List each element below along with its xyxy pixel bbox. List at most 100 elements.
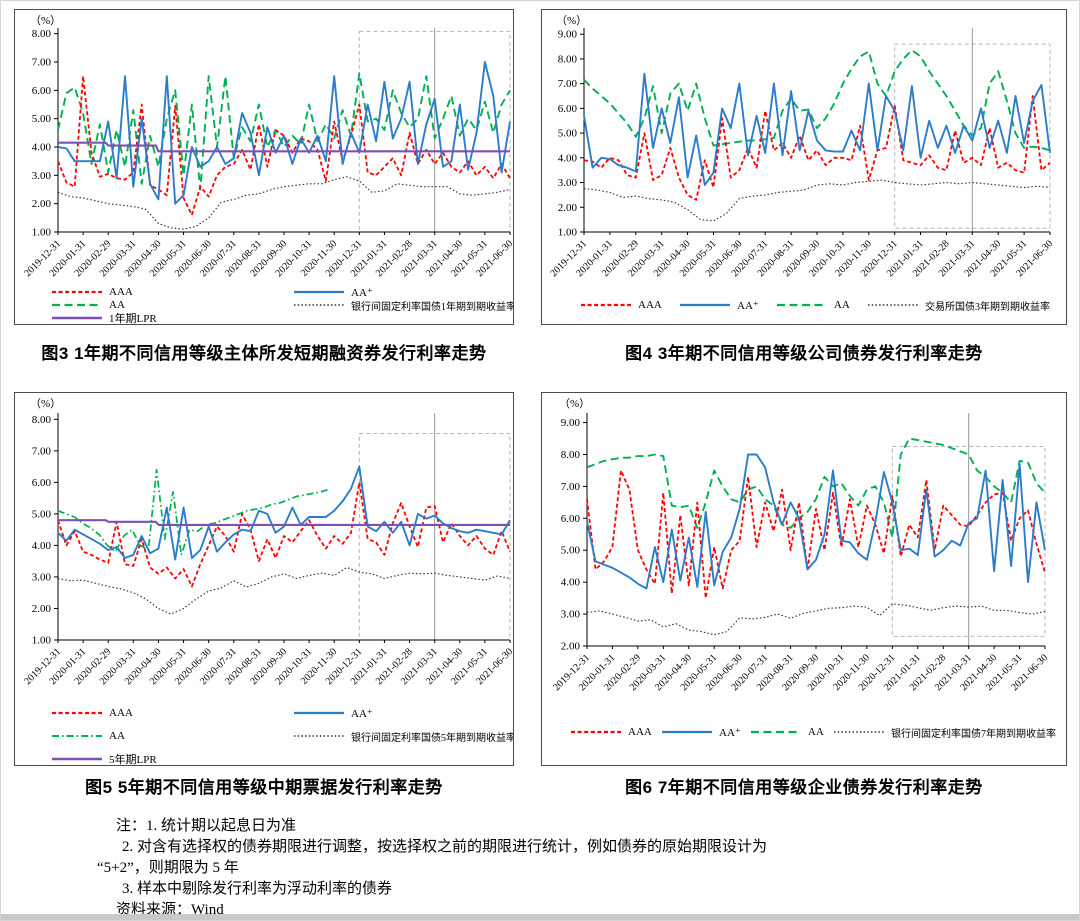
legend-label: 5年期LPR	[109, 754, 157, 766]
fig5-series-5年期LPR	[58, 519, 510, 526]
legend-line-icon	[294, 290, 344, 294]
figure4-panel: （%） 1.00 2.00 3.00 4.00 5.00 6.00 7.00 8.00 9.00 2…	[541, 9, 1067, 325]
fig4-series-AA⁺	[583, 72, 1051, 186]
note-line-3: “5+2”，则期限为 5 年	[97, 860, 239, 876]
y-tick-label: 9.00	[558, 29, 578, 41]
note-line-1: 注：1. 统计期以起息日为准	[116, 818, 297, 834]
fig6-legend-银行间固定利率国债7年期到期收益率: 银行间固定利率国债7年期到期收益率	[833, 726, 1056, 740]
y-axis-unit-label: （%）	[556, 14, 587, 27]
legend-label: AA⁺	[737, 299, 759, 312]
legend-label: 1年期LPR	[109, 313, 157, 325]
fig4-legend-AAA: AAA	[580, 299, 662, 311]
fig3-series-1年期LPR	[58, 141, 510, 153]
legend-label: 银行间固定利率国债5年期到期收益率	[351, 732, 514, 744]
y-tick-label: 8.00	[558, 53, 578, 65]
figure3-caption: 图3 1年期不同信用等级主体所发短期融资券发行利率走势	[41, 344, 487, 363]
fig5-legend-AA: AA	[51, 730, 125, 742]
y-tick-label: 6.00	[32, 85, 52, 97]
legend-label: AA⁺	[351, 707, 373, 720]
y-tick-label: 5.00	[32, 113, 52, 125]
y-tick-label: 4.00	[561, 577, 581, 589]
figure6-caption: 图6 7年期不同信用等级企业债券发行利率走势	[625, 778, 983, 797]
fig6-legend-AAA: AAA	[570, 726, 652, 738]
fig5-series-AAA	[57, 481, 511, 588]
fig6-series-AA⁺	[586, 453, 1046, 590]
fig3-legend-银行间固定利率国债1年期到期收益率: 银行间固定利率国债1年期到期收益率	[293, 299, 514, 313]
y-axis-unit-label: （%）	[30, 397, 61, 410]
fig5-series-AA⁺	[57, 465, 511, 561]
y-tick-label: 2.00	[558, 202, 578, 214]
fig3-series-银行间固定利率国债1年期到期收益率	[57, 176, 511, 230]
legend-label: AA	[833, 299, 850, 311]
fig3-legend-AA⁺: AA⁺	[293, 286, 373, 299]
legend-line-icon	[776, 303, 827, 307]
y-tick-label: 1.00	[32, 227, 52, 239]
legend-line-icon	[662, 730, 713, 734]
y-tick-label: 7.00	[32, 445, 52, 457]
figure6-panel: （%） 2.00 3.00 4.00 5.00 6.00 7.00 8.00 9.00 2019-…	[541, 392, 1067, 766]
legend-label: 银行间固定利率国债1年期到期收益率	[351, 301, 514, 313]
y-tick-label: 6.00	[32, 477, 52, 489]
y-tick-label: 1.00	[558, 227, 578, 239]
legend-label: AAA	[638, 299, 662, 311]
y-tick-label: 7.00	[558, 78, 578, 90]
y-tick-label: 7.00	[561, 481, 581, 493]
legend-label: AA⁺	[719, 726, 741, 739]
y-tick-label: 6.00	[558, 103, 578, 115]
y-tick-label: 5.00	[32, 508, 52, 520]
fig3-series-AA	[57, 72, 511, 191]
legend-label: AA	[807, 726, 824, 738]
figure5-panel: （%） 1.00 2.00 3.00 4.00 5.00 6.00 7.00 8.00 2019-…	[14, 392, 514, 766]
y-tick-label: 1.00	[32, 635, 52, 647]
legend-line-icon	[52, 290, 102, 294]
note-line-2: 2. 对含有选择权的债券期限进行调整，按选择权之前的期限进行统计，例如债券的原始…	[122, 839, 768, 855]
legend-line-icon	[294, 304, 344, 306]
y-tick-label: 5.00	[558, 128, 578, 140]
legend-label: AA	[109, 299, 125, 311]
legend-label: AA	[109, 730, 125, 742]
fig5-legend-AA⁺: AA⁺	[293, 707, 373, 720]
legend-line-icon	[750, 730, 801, 734]
fig5-legend-AAA: AAA	[51, 707, 133, 719]
fig4-series-AA	[583, 49, 1051, 152]
fig6-plot: （%）2.003.004.005.006.007.008.009.002019-…	[551, 397, 1050, 693]
fig3-series-AA⁺	[57, 61, 511, 205]
legend-line-icon	[680, 303, 731, 307]
fig5-highlight-box	[358, 432, 511, 641]
fig3-legend-AA: AA	[51, 299, 125, 311]
y-tick-label: 4.00	[558, 152, 578, 164]
y-tick-label: 2.00	[32, 198, 52, 210]
fig5-series-银行间固定利率国债5年期到期收益率	[57, 566, 511, 615]
legend-line-icon	[294, 735, 344, 737]
legend-line-icon	[52, 734, 102, 738]
legend-line-icon	[52, 316, 102, 320]
fig3-legend-1年期LPR: 1年期LPR	[51, 312, 157, 324]
legend-label: AAA	[109, 707, 133, 719]
fig6-highlight-box	[891, 446, 1046, 637]
y-tick-label: 3.00	[32, 170, 52, 182]
fig6-series-AAA	[586, 469, 1046, 600]
fig4-plot: （%）1.002.003.004.005.006.007.008.009.002…	[548, 14, 1055, 279]
y-axis-unit-label: （%）	[30, 14, 61, 27]
figure4-caption: 图4 3年期不同信用等级公司债券发行利率走势	[625, 344, 983, 363]
y-tick-label: 3.00	[558, 177, 578, 189]
y-tick-label: 8.00	[32, 414, 52, 426]
figure5-caption: 图5 5年期不同信用等级中期票据发行利率走势	[85, 778, 443, 797]
footnotes: 注：1. 统计期以起息日为准 2. 对含有选择权的债券期限进行调整，按选择权之前…	[1, 816, 1079, 920]
legend-label: AAA	[628, 726, 652, 738]
legend-label: 交易所国债3年期到期收益率	[925, 301, 1050, 313]
fig3-legend-AAA: AAA	[51, 286, 133, 298]
y-tick-label: 2.00	[32, 603, 52, 615]
legend-label: 银行间固定利率国债7年期到期收益率	[891, 728, 1056, 740]
y-tick-label: 8.00	[32, 28, 52, 40]
y-tick-label: 3.00	[561, 609, 581, 621]
fig5-plot: （%）1.002.003.004.005.006.007.008.002019-…	[22, 397, 513, 687]
legend-line-icon	[52, 757, 102, 761]
y-tick-label: 2.00	[561, 641, 581, 653]
fig6-series-银行间固定利率国债7年期到期收益率	[586, 603, 1046, 636]
y-tick-label: 4.00	[32, 540, 52, 552]
y-axis-unit-label: （%）	[559, 397, 590, 410]
fig6-legend-AA: AA	[750, 726, 824, 738]
legend-line-icon	[834, 731, 884, 733]
